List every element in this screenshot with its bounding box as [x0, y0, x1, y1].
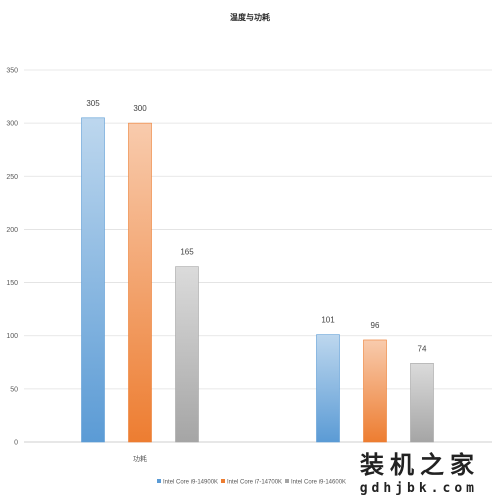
- legend-swatch: [285, 479, 289, 483]
- bar: [81, 117, 105, 443]
- bar: [316, 334, 340, 443]
- legend-label: Intel Core i9-14600K: [291, 480, 346, 486]
- y-tick-label: 150: [6, 280, 18, 287]
- chart-title: 温度与功耗: [230, 12, 270, 22]
- legend-label: Intel Core i7-14700K: [227, 480, 282, 486]
- legend: Intel Core i9-14900K Intel Core i7-14700K…: [157, 479, 346, 486]
- y-tick-label: 50: [10, 386, 18, 393]
- bar: [363, 339, 387, 443]
- data-label: 300: [133, 104, 147, 113]
- x-axis: 功耗: [133, 454, 147, 463]
- data-label: 101: [321, 316, 335, 325]
- data-label: 305: [86, 99, 100, 108]
- y-axis: 0 50 100 150 200 250 300 350: [6, 68, 18, 447]
- bar: [175, 266, 199, 443]
- legend-label: Intel Core i9-14900K: [163, 480, 218, 486]
- legend-swatch: [157, 479, 161, 483]
- y-tick-label: 200: [6, 227, 18, 234]
- data-label: 74: [418, 344, 427, 353]
- x-category-label: 功耗: [133, 454, 147, 463]
- legend-swatch: [221, 479, 225, 483]
- data-label: 96: [371, 321, 380, 330]
- bar: [128, 122, 152, 443]
- y-tick-label: 0: [14, 440, 18, 447]
- watermark-url: gdhjbk.com: [360, 481, 478, 496]
- bar: [410, 363, 434, 443]
- y-tick-label: 350: [6, 68, 18, 75]
- watermark: 装机之家 gdhjbk.com: [360, 451, 480, 496]
- watermark-brand: 装机之家: [360, 451, 480, 479]
- y-tick-label: 300: [6, 121, 18, 128]
- bars: [81, 117, 434, 443]
- data-labels: 305 300 165 101 96 74: [86, 99, 427, 354]
- data-label: 165: [180, 248, 194, 257]
- y-tick-label: 100: [6, 333, 18, 340]
- y-tick-label: 250: [6, 174, 18, 181]
